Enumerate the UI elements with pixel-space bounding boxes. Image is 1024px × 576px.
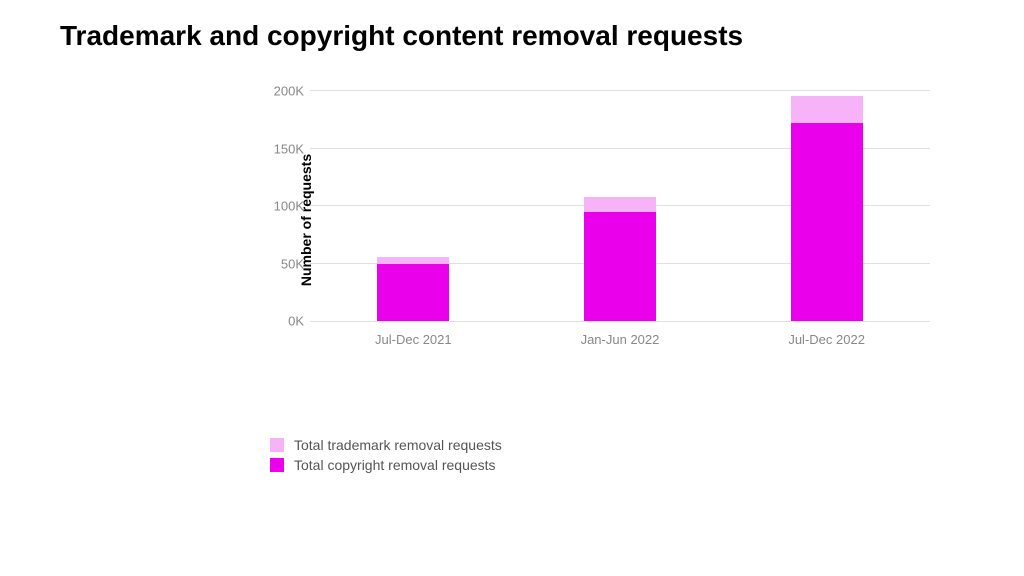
bar-slot <box>310 92 517 321</box>
y-tick-label: 150K <box>262 141 304 156</box>
chart-container: Number of requests 0K50K100K150K200K Jul… <box>270 92 930 347</box>
x-axis-labels: Jul-Dec 2021Jan-Jun 2022Jul-Dec 2022 <box>310 332 930 347</box>
bar-segment-copyright <box>377 264 449 322</box>
bar <box>791 96 863 321</box>
y-tick-label: 50K <box>262 256 304 271</box>
legend-swatch-copyright <box>270 458 284 472</box>
chart-title: Trademark and copyright content removal … <box>60 20 964 52</box>
plot-area: 0K50K100K150K200K <box>310 92 930 322</box>
legend-item-trademark: Total trademark removal requests <box>270 437 964 453</box>
bar-segment-copyright <box>791 123 863 321</box>
y-tick-label: 100K <box>262 199 304 214</box>
bars-row <box>310 92 930 321</box>
legend-label-copyright: Total copyright removal requests <box>294 457 496 473</box>
y-tick-label: 0K <box>262 314 304 329</box>
y-tick-label: 200K <box>262 84 304 99</box>
legend: Total trademark removal requests Total c… <box>270 437 964 473</box>
legend-label-trademark: Total trademark removal requests <box>294 437 502 453</box>
bar-segment-trademark <box>584 197 656 212</box>
gridline <box>310 90 930 91</box>
bar <box>584 197 656 321</box>
bar-segment-trademark <box>791 96 863 124</box>
bar <box>377 257 449 321</box>
x-tick-label: Jan-Jun 2022 <box>517 332 724 347</box>
bar-slot <box>723 92 930 321</box>
bar-segment-trademark <box>377 257 449 264</box>
bar-slot <box>517 92 724 321</box>
legend-item-copyright: Total copyright removal requests <box>270 457 964 473</box>
bar-segment-copyright <box>584 212 656 321</box>
x-tick-label: Jul-Dec 2022 <box>723 332 930 347</box>
x-tick-label: Jul-Dec 2021 <box>310 332 517 347</box>
legend-swatch-trademark <box>270 438 284 452</box>
